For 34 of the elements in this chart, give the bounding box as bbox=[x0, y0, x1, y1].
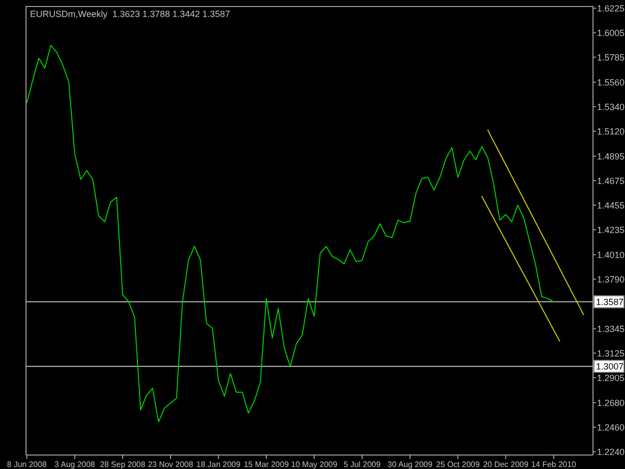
y-tick-label: 1.2680 bbox=[597, 398, 625, 408]
x-tick-label: 18 Jan 2009 bbox=[196, 460, 241, 469]
y-tick-label: 1.4895 bbox=[597, 151, 625, 162]
x-tick-label: 23 Nov 2008 bbox=[148, 460, 194, 469]
x-tick-label: 8 Jun 2008 bbox=[7, 460, 48, 469]
y-tick-label: 1.5340 bbox=[597, 102, 625, 112]
x-tick-label: 3 Aug 2008 bbox=[54, 460, 96, 469]
y-tick-label: 1.2460 bbox=[597, 422, 625, 432]
y-tick-label: 1.4675 bbox=[597, 176, 625, 186]
y-tick-label: 1.4010 bbox=[597, 250, 625, 260]
x-tick-label: 28 Sep 2008 bbox=[100, 460, 146, 469]
y-tick-label: 1.3790 bbox=[597, 274, 625, 284]
x-tick-label: 30 Aug 2009 bbox=[388, 460, 433, 469]
y-tick-label: 1.5560 bbox=[597, 77, 625, 88]
y-tick-label: 1.2905 bbox=[597, 372, 625, 383]
y-tick-label: 1.5120 bbox=[597, 126, 625, 136]
x-tick-label: 15 Mar 2009 bbox=[244, 460, 290, 469]
x-tick-label: 5 Jul 2009 bbox=[344, 460, 382, 469]
chart-title: EURUSDm,Weekly 1.3623 1.3788 1.3442 1.3587 bbox=[30, 9, 230, 20]
y-tick-label: 1.3125 bbox=[597, 348, 625, 358]
y-tick-label: 1.2240 bbox=[597, 446, 625, 457]
ref-line-label: 1.3007 bbox=[596, 361, 624, 372]
y-tick-label: 1.6225 bbox=[597, 3, 625, 14]
x-tick-label: 25 Oct 2009 bbox=[436, 460, 480, 469]
x-tick-label: 10 May 2009 bbox=[291, 460, 338, 469]
x-tick-label: 20 Dec 2009 bbox=[483, 460, 529, 469]
line-series bbox=[26, 44, 554, 422]
y-tick-label: 1.4455 bbox=[597, 200, 625, 210]
y-tick-label: 1.3345 bbox=[597, 324, 625, 334]
y-tick-label: 1.5785 bbox=[597, 52, 625, 62]
x-tick-label: 14 Feb 2010 bbox=[531, 460, 577, 469]
ref-line-label: 1.3587 bbox=[596, 296, 624, 307]
y-tick-label: 1.4235 bbox=[597, 224, 625, 235]
y-tick-label: 1.6005 bbox=[597, 28, 625, 38]
